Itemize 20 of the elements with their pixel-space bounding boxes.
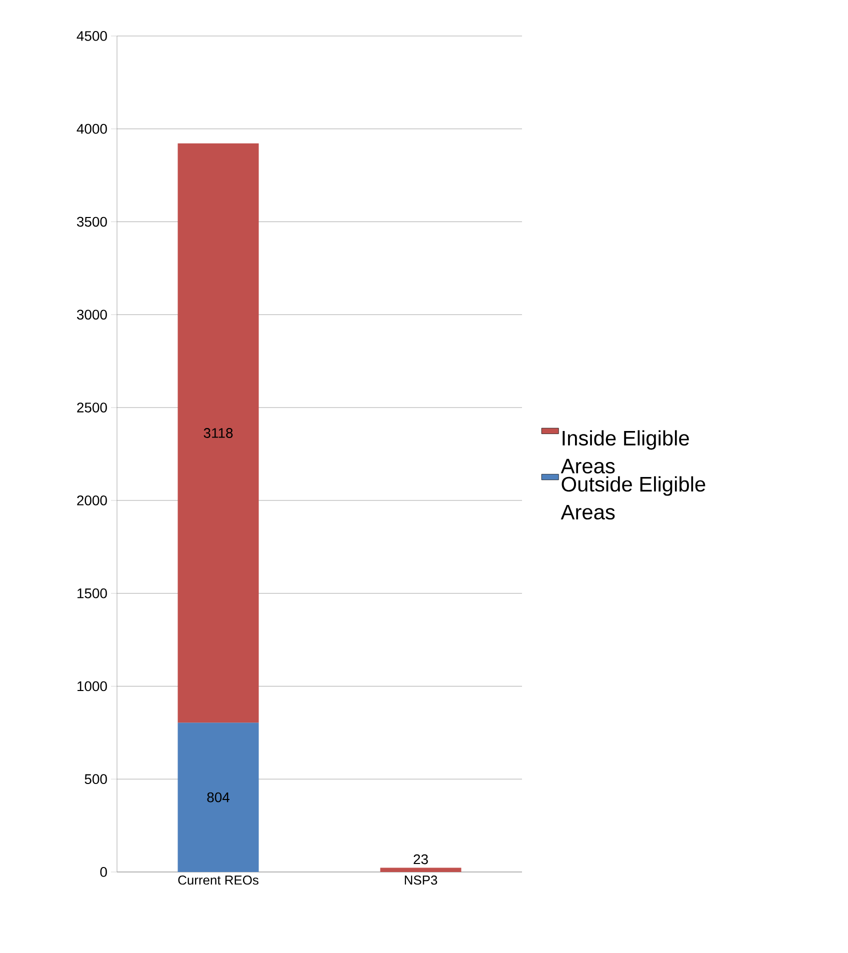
x-tick-label: Current REOs: [178, 876, 258, 885]
legend-label: Outside Eligible Areas: [560, 476, 706, 520]
y-tick-label: 1000: [78, 681, 107, 692]
x-tick-label: NSP3: [404, 876, 438, 885]
y-tick-label: 4000: [76, 124, 107, 134]
y-tick-label: 0: [100, 867, 107, 877]
bar: [380, 868, 462, 872]
y-tick-label: 500: [84, 774, 107, 784]
y-tick-label: 3000: [76, 310, 107, 320]
data-label: 804: [207, 792, 230, 802]
data-label: 23: [414, 854, 428, 864]
data-label: 3118: [204, 428, 233, 438]
y-tick-label: 2500: [77, 402, 107, 412]
y-tick-label: 1500: [78, 588, 107, 598]
y-tick-label: 2000: [77, 495, 107, 506]
legend-label: Inside Eligible Areas: [560, 430, 689, 474]
y-tick-label: 4500: [76, 31, 107, 41]
bar: [178, 143, 259, 723]
bar: [178, 722, 259, 872]
y-tick-label: 3500: [76, 216, 107, 227]
